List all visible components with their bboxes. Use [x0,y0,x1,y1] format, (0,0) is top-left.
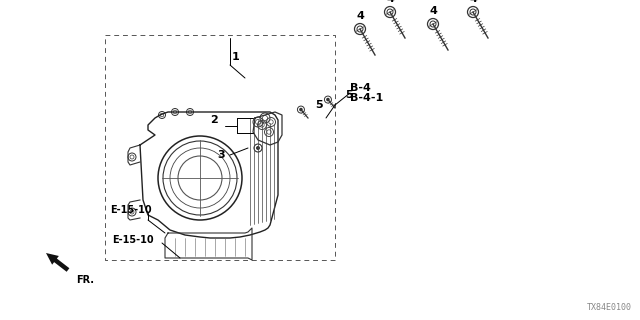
Circle shape [299,108,303,111]
Text: 4: 4 [469,0,477,4]
Text: E-15-10: E-15-10 [112,235,154,245]
Text: 2: 2 [211,115,218,125]
FancyArrow shape [46,253,69,272]
Text: 4: 4 [386,0,394,4]
Text: TX84E0100: TX84E0100 [587,303,632,312]
Text: B-4: B-4 [350,83,371,93]
Circle shape [326,98,330,101]
Text: 3: 3 [218,150,225,160]
Text: B-4-1: B-4-1 [350,93,383,103]
Text: FR.: FR. [76,275,94,285]
Text: 1: 1 [232,52,240,62]
Text: 4: 4 [356,11,364,21]
Text: 4: 4 [429,6,437,16]
Text: 5: 5 [315,100,323,110]
Circle shape [256,146,260,150]
Text: 5: 5 [345,90,353,100]
Text: E-15-10: E-15-10 [110,205,152,215]
